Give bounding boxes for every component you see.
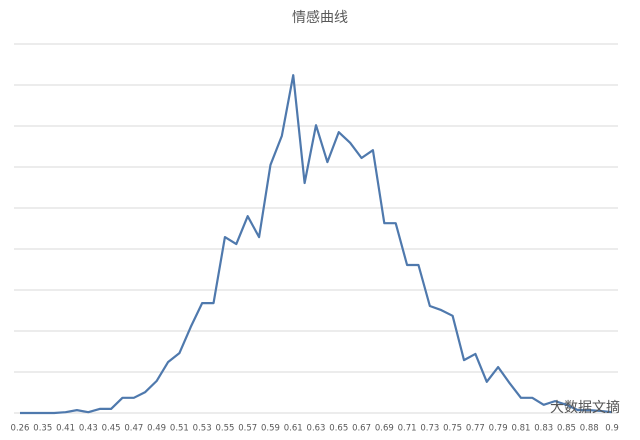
x-tick-label: 0.41 xyxy=(56,424,75,434)
data-line xyxy=(20,74,613,415)
x-tick-label: 0.59 xyxy=(261,424,280,434)
x-tick-label: 0.51 xyxy=(170,424,189,434)
x-tick-label: 0.88 xyxy=(580,424,599,434)
x-tick-label: 0.49 xyxy=(147,424,166,434)
watermark: 大数据文摘 xyxy=(550,399,620,416)
x-tick-label: 0.57 xyxy=(238,424,257,434)
x-tick-label: 0.85 xyxy=(557,424,576,434)
x-tick-label: 0.9 xyxy=(605,424,619,434)
x-tick-label: 0.77 xyxy=(466,424,485,434)
x-tick-label: 0.69 xyxy=(375,424,394,434)
x-tick-label: 0.55 xyxy=(215,424,234,434)
x-tick-label: 0.75 xyxy=(443,424,462,434)
x-tick-label: 0.73 xyxy=(420,424,439,434)
chart-title: 情感曲线 xyxy=(292,9,348,26)
x-tick-label: 0.45 xyxy=(102,424,121,434)
x-tick-label: 0.35 xyxy=(33,424,52,434)
x-tick-label: 0.65 xyxy=(329,424,348,434)
x-tick-label: 0.26 xyxy=(11,424,30,434)
x-tick-label: 0.71 xyxy=(398,424,417,434)
x-tick-label: 0.53 xyxy=(193,424,212,434)
x-tick-label: 0.61 xyxy=(284,424,303,434)
x-tick-label: 0.83 xyxy=(534,424,553,434)
x-tick-label: 0.67 xyxy=(352,424,371,434)
x-tick-label: 0.63 xyxy=(307,424,326,434)
x-tick-label: 0.47 xyxy=(124,424,143,434)
x-tick-label: 0.43 xyxy=(79,424,98,434)
x-tick-label: 0.81 xyxy=(511,424,530,434)
x-tick-label: 0.79 xyxy=(489,424,508,434)
